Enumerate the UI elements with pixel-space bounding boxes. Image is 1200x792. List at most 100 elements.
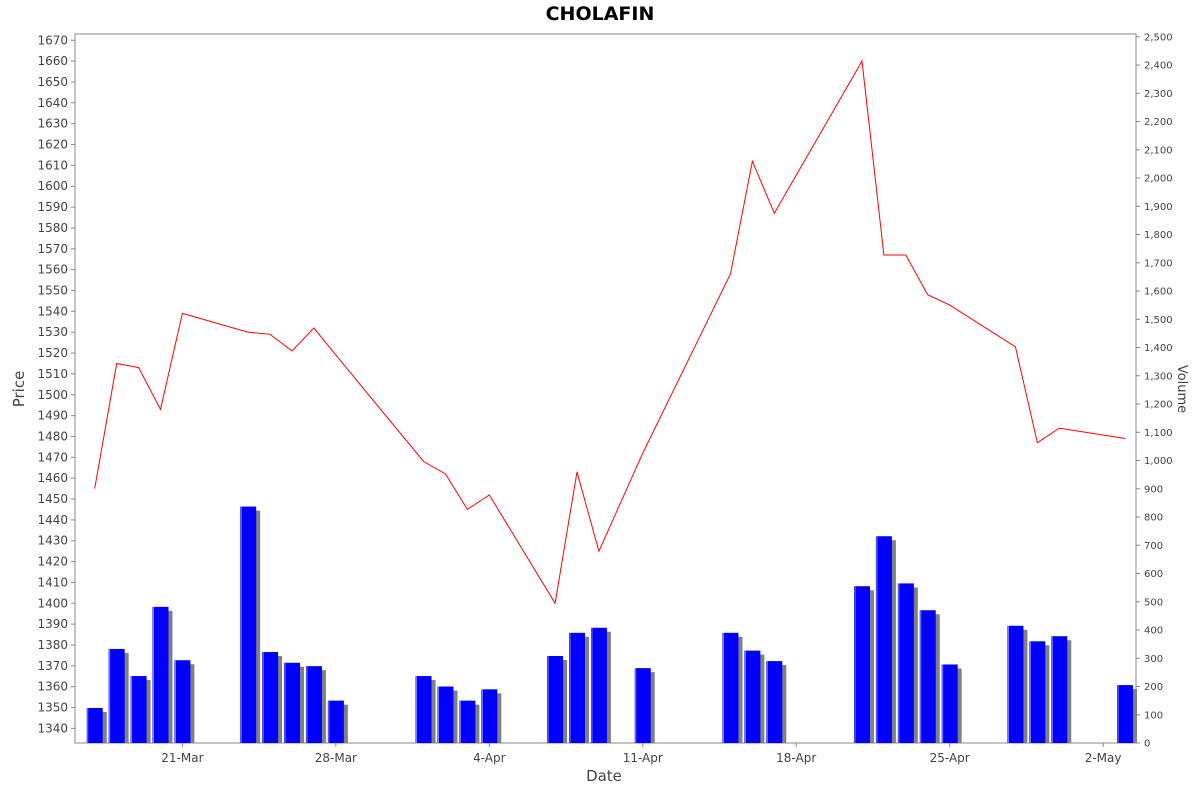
price-tick-label: 1500 bbox=[37, 388, 68, 402]
volume-tick-label: 0 bbox=[1144, 739, 1150, 750]
volume-bar bbox=[240, 506, 257, 743]
volume-tick-label: 2,300 bbox=[1144, 89, 1173, 100]
date-tick-label: 4-Apr bbox=[473, 751, 506, 765]
volume-tick-label: 400 bbox=[1144, 626, 1163, 637]
volume-bar bbox=[1029, 641, 1046, 743]
volume-tick-label: 2,200 bbox=[1144, 117, 1173, 128]
volume-tick-label: 1,800 bbox=[1144, 230, 1173, 241]
volume-tick-label: 1,300 bbox=[1144, 371, 1173, 382]
volume-bar bbox=[1051, 636, 1068, 743]
volume-bar bbox=[1117, 685, 1134, 743]
volume-tick-label: 2,500 bbox=[1144, 32, 1173, 43]
volume-bar bbox=[415, 676, 432, 743]
volume-tick-label: 2,000 bbox=[1144, 174, 1173, 185]
price-tick-label: 1630 bbox=[37, 117, 68, 131]
volume-bar bbox=[722, 632, 739, 743]
date-tick-label: 21-Mar bbox=[161, 751, 203, 765]
price-axis: 1340 1350 1360 1370 1380 1390 1400 1410 1420 1430… bbox=[37, 33, 75, 735]
volume-bar bbox=[853, 586, 870, 743]
volume-bar bbox=[941, 664, 958, 743]
price-tick-label: 1540 bbox=[37, 304, 68, 318]
volume-bar bbox=[897, 583, 914, 743]
volume-bar bbox=[875, 536, 892, 743]
price-tick-label: 1590 bbox=[37, 200, 68, 214]
volume-bar bbox=[481, 689, 498, 743]
volume-tick-label: 1,500 bbox=[1144, 315, 1173, 326]
volume-bar bbox=[1007, 625, 1024, 743]
price-tick-label: 1480 bbox=[37, 429, 68, 443]
price-tick-label: 1610 bbox=[37, 158, 68, 172]
volume-tick-label: 1,900 bbox=[1144, 202, 1173, 213]
price-tick-label: 1470 bbox=[37, 450, 68, 464]
volume-bar bbox=[262, 652, 279, 743]
volume-tick-label: 900 bbox=[1144, 484, 1163, 495]
price-tick-label: 1520 bbox=[37, 346, 68, 360]
volume-axis: 0 100 200 300 400 500 600 700 800 900 1,000 1,100 1,… bbox=[1136, 32, 1173, 750]
volume-bar bbox=[569, 632, 586, 743]
volume-bar bbox=[305, 666, 322, 743]
price-tick-label: 1600 bbox=[37, 179, 68, 193]
volume-tick-label: 1,700 bbox=[1144, 258, 1173, 269]
chart-title: CHOLAFIN bbox=[546, 3, 655, 25]
price-tick-label: 1350 bbox=[37, 701, 68, 715]
date-axis: 21-Mar 28-Mar 4-Apr 11-Apr 18-Apr 25-Apr 2-May bbox=[161, 743, 1122, 765]
price-tick-label: 1450 bbox=[37, 492, 68, 506]
price-tick-label: 1440 bbox=[37, 513, 68, 527]
price-tick-label: 1510 bbox=[37, 367, 68, 381]
price-tick-label: 1570 bbox=[37, 242, 68, 256]
volume-tick-label: 300 bbox=[1144, 654, 1163, 665]
volume-bar bbox=[547, 655, 564, 743]
volume-tick-label: 1,200 bbox=[1144, 400, 1173, 411]
volume-bar bbox=[327, 700, 344, 743]
price-tick-label: 1360 bbox=[37, 680, 68, 694]
price-tick-label: 1420 bbox=[37, 555, 68, 569]
volume-tick-label: 2,100 bbox=[1144, 145, 1173, 156]
x-axis-label: Date bbox=[586, 767, 622, 785]
y2-axis-label: Volume bbox=[1174, 365, 1189, 413]
volume-tick-label: 1,100 bbox=[1144, 428, 1173, 439]
price-tick-label: 1390 bbox=[37, 617, 68, 631]
volume-tick-label: 1,600 bbox=[1144, 287, 1173, 298]
price-tick-label: 1400 bbox=[37, 596, 68, 610]
volume-bar bbox=[744, 650, 761, 743]
date-tick-label: 28-Mar bbox=[315, 751, 357, 765]
volume-bar bbox=[437, 686, 454, 743]
price-tick-label: 1580 bbox=[37, 221, 68, 235]
price-tick-label: 1460 bbox=[37, 471, 68, 485]
price-tick-label: 1650 bbox=[37, 75, 68, 89]
volume-bar bbox=[590, 627, 607, 743]
volume-bar bbox=[130, 676, 147, 743]
price-tick-label: 1340 bbox=[37, 721, 68, 735]
price-tick-label: 1550 bbox=[37, 283, 68, 297]
volume-tick-label: 2,400 bbox=[1144, 61, 1173, 72]
price-tick-label: 1370 bbox=[37, 659, 68, 673]
date-tick-label: 25-Apr bbox=[930, 751, 970, 765]
volume-bar bbox=[459, 700, 476, 743]
date-tick-label: 11-Apr bbox=[623, 751, 663, 765]
volume-tick-label: 500 bbox=[1144, 597, 1163, 608]
volume-bar bbox=[152, 606, 169, 743]
price-line bbox=[94, 59, 1126, 605]
price-tick-label: 1530 bbox=[37, 325, 68, 339]
price-tick-label: 1670 bbox=[37, 33, 68, 47]
price-tick-label: 1410 bbox=[37, 575, 68, 589]
volume-bar bbox=[919, 610, 936, 743]
volume-tick-label: 1,000 bbox=[1144, 456, 1173, 467]
price-series-line bbox=[94, 59, 1126, 605]
volume-bars bbox=[86, 506, 1138, 743]
volume-tick-label: 100 bbox=[1144, 710, 1163, 721]
price-tick-label: 1380 bbox=[37, 638, 68, 652]
price-tick-label: 1640 bbox=[37, 96, 68, 110]
volume-bar bbox=[284, 662, 301, 743]
date-tick-label: 2-May bbox=[1085, 751, 1122, 765]
price-tick-label: 1660 bbox=[37, 54, 68, 68]
volume-tick-label: 700 bbox=[1144, 541, 1163, 552]
y-axis-label: Price bbox=[10, 371, 28, 408]
price-tick-label: 1430 bbox=[37, 534, 68, 548]
volume-tick-label: 600 bbox=[1144, 569, 1163, 580]
volume-tick-label: 200 bbox=[1144, 682, 1163, 693]
volume-bar bbox=[108, 648, 125, 743]
price-tick-label: 1620 bbox=[37, 138, 68, 152]
volume-bar bbox=[174, 660, 191, 743]
